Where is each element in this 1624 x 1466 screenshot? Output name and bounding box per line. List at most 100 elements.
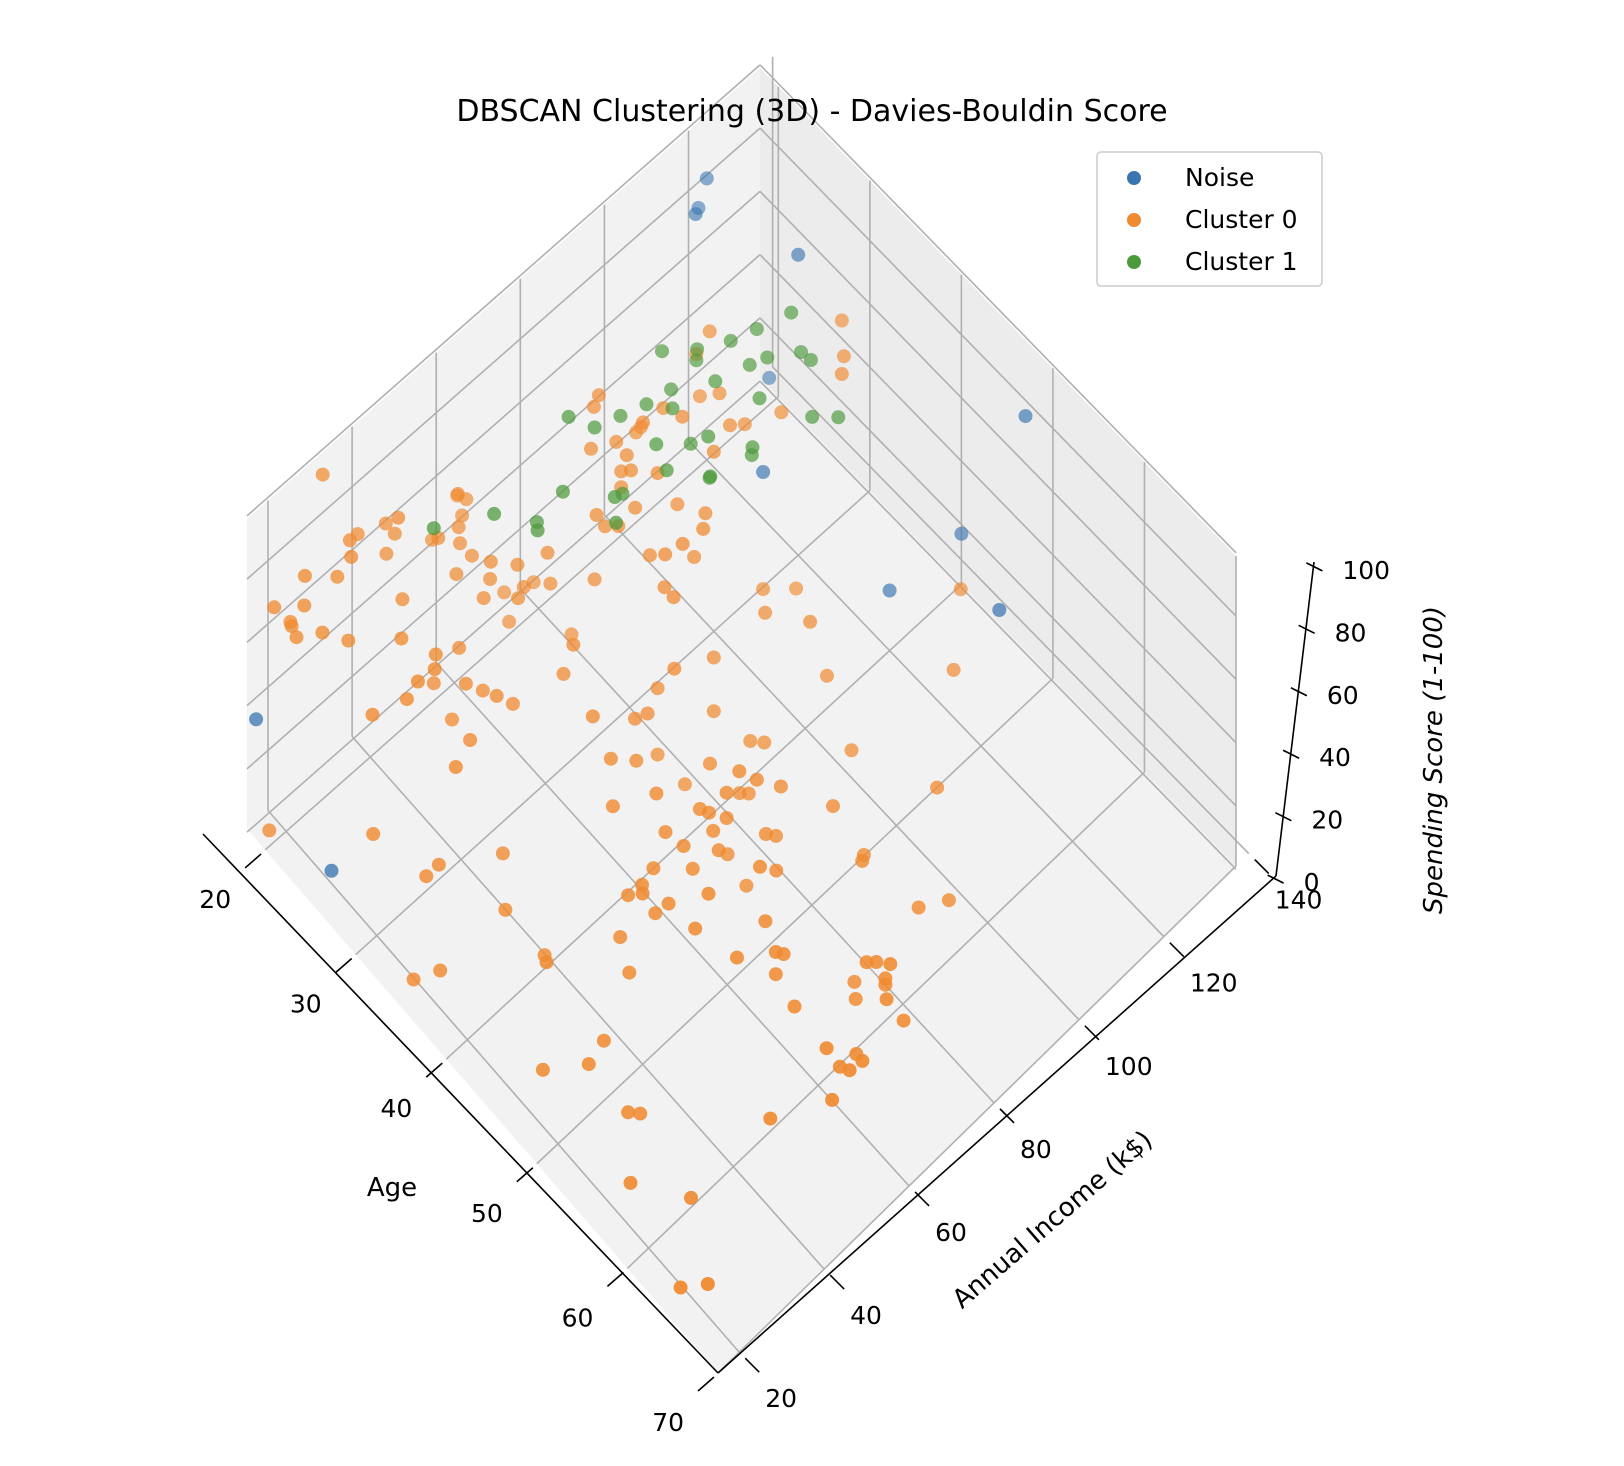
- point-noise: [249, 712, 264, 727]
- y-tick-mark: [829, 1274, 845, 1290]
- point-cluster-1: [708, 374, 723, 389]
- point-cluster-0: [425, 532, 439, 547]
- point-cluster-0: [510, 557, 525, 572]
- point-cluster-0: [743, 734, 758, 748]
- point-cluster-1: [639, 397, 654, 412]
- point-cluster-0: [297, 568, 312, 583]
- point-cluster-0: [451, 520, 466, 535]
- point-cluster-0: [789, 581, 804, 596]
- grid-line-income: [519, 588, 995, 1104]
- y-tick-label: 40: [850, 1301, 882, 1330]
- point-noise: [791, 247, 806, 262]
- point-cluster-0: [706, 823, 721, 838]
- point-cluster-0: [589, 508, 604, 522]
- point-cluster-0: [702, 324, 717, 339]
- point-cluster-1: [689, 353, 704, 368]
- point-cluster-0: [670, 497, 685, 512]
- point-cluster-0: [687, 550, 702, 564]
- z-tick-label: 80: [1335, 618, 1367, 647]
- grid-line-income: [772, 366, 1250, 855]
- point-cluster-0: [428, 647, 443, 662]
- y-tick-mark: [999, 1108, 1015, 1124]
- point-cluster-0: [763, 1111, 778, 1126]
- grid-line-age: [536, 677, 1054, 1165]
- z-tick-label: 20: [1311, 806, 1343, 835]
- grid-line-score-left: [246, 64, 761, 517]
- y-tick-mark: [1084, 1025, 1100, 1041]
- point-cluster-0: [642, 548, 657, 563]
- grid-line-score-left: [246, 380, 761, 833]
- grid-line-score-right: [759, 254, 1237, 744]
- point-cluster-0: [692, 389, 707, 404]
- point-cluster-0: [315, 625, 330, 640]
- point-cluster-0: [399, 692, 414, 707]
- point-cluster-0: [657, 580, 672, 595]
- point-cluster-0: [648, 906, 663, 921]
- point-cluster-1: [426, 521, 441, 536]
- point-cluster-1: [744, 448, 759, 463]
- point-cluster-0: [483, 572, 498, 586]
- z-tick-mark: [1306, 562, 1323, 572]
- point-cluster-1: [487, 506, 502, 521]
- point-cluster-1: [649, 437, 664, 452]
- legend-label-noise: Noise: [1185, 163, 1254, 192]
- grid-line-score-left: [246, 190, 761, 643]
- point-cluster-0: [692, 802, 707, 816]
- point-cluster-0: [633, 1106, 648, 1121]
- point-cluster-0: [741, 786, 756, 801]
- point-cluster-1: [831, 410, 846, 425]
- point-cluster-0: [433, 963, 448, 978]
- point-cluster-1: [555, 484, 570, 499]
- legend-marker-noise: [1127, 171, 1141, 185]
- point-cluster-0: [605, 799, 620, 814]
- point-cluster-0: [878, 977, 893, 992]
- grid-line-score-right: [759, 317, 1237, 807]
- point-cluster-0: [475, 683, 490, 698]
- point-cluster-0: [498, 902, 513, 917]
- point-cluster-0: [628, 711, 642, 726]
- point-cluster-0: [621, 888, 636, 903]
- point-cluster-0: [739, 878, 754, 893]
- x-axis-label: Age: [367, 1173, 417, 1203]
- point-cluster-1: [690, 342, 705, 357]
- point-cluster-0: [768, 967, 783, 982]
- point-cluster-0: [706, 704, 721, 719]
- point-cluster-0: [556, 666, 571, 681]
- x-tick-label: 70: [652, 1408, 684, 1437]
- point-cluster-1: [615, 486, 630, 501]
- x-tick-mark: [335, 957, 353, 974]
- point-cluster-1: [530, 523, 545, 538]
- y-tick-mark: [914, 1191, 930, 1207]
- point-cluster-0: [650, 681, 665, 696]
- grid-line-income: [267, 809, 740, 1353]
- y-tick-label: 60: [935, 1218, 967, 1247]
- x-tick-label: 20: [199, 885, 231, 914]
- x-tick-mark: [516, 1167, 534, 1183]
- grid-line-score-left: [246, 254, 761, 707]
- point-cluster-0: [832, 1059, 847, 1074]
- point-cluster-1: [561, 409, 576, 424]
- z-tick-label: 40: [1319, 743, 1351, 772]
- point-cluster-0: [596, 1033, 611, 1048]
- z-tick-mark: [1282, 749, 1300, 759]
- z-tick-label: 60: [1327, 681, 1359, 710]
- point-cluster-0: [769, 863, 784, 878]
- point-cluster-1: [609, 515, 624, 530]
- grid-line-age: [355, 490, 871, 956]
- point-cluster-0: [543, 576, 558, 591]
- point-noise: [688, 207, 703, 222]
- legend-label-cluster-1: Cluster 1: [1185, 247, 1298, 276]
- point-cluster-0: [700, 1277, 715, 1291]
- z-tick-mark: [1275, 811, 1292, 822]
- x-tick-label: 50: [471, 1199, 503, 1228]
- point-cluster-0: [819, 1041, 834, 1056]
- point-cluster-0: [598, 519, 612, 534]
- point-cluster-0: [613, 930, 628, 945]
- point-cluster-0: [719, 785, 734, 800]
- x-tick-mark: [606, 1271, 624, 1287]
- point-cluster-0: [267, 600, 282, 615]
- point-cluster-0: [366, 827, 381, 841]
- point-noise: [882, 583, 897, 598]
- point-cluster-0: [820, 668, 834, 683]
- point-cluster-1: [659, 463, 674, 478]
